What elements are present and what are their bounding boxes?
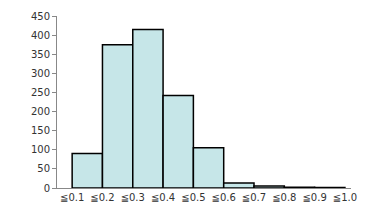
- svg-text:300: 300: [31, 68, 50, 79]
- svg-text:200: 200: [31, 106, 50, 117]
- svg-text:250: 250: [31, 87, 50, 98]
- svg-text:400: 400: [31, 30, 50, 41]
- svg-text:≦0.2: ≦0.2: [90, 192, 114, 203]
- svg-text:≦1.0: ≦1.0: [333, 192, 357, 203]
- svg-text:≦0.5: ≦0.5: [181, 192, 205, 203]
- svg-text:≦0.4: ≦0.4: [151, 192, 175, 203]
- svg-text:0: 0: [44, 183, 50, 194]
- svg-text:450: 450: [31, 11, 50, 22]
- svg-text:350: 350: [31, 49, 50, 60]
- svg-text:100: 100: [31, 144, 50, 155]
- svg-text:≦0.8: ≦0.8: [272, 192, 296, 203]
- svg-text:≦0.1: ≦0.1: [60, 192, 84, 203]
- svg-text:≦0.9: ≦0.9: [302, 192, 326, 203]
- svg-text:≦0.3: ≦0.3: [121, 192, 145, 203]
- svg-text:150: 150: [31, 125, 50, 136]
- svg-text:50: 50: [37, 163, 50, 174]
- svg-text:≦0.7: ≦0.7: [242, 192, 266, 203]
- svg-text:≦0.6: ≦0.6: [212, 192, 236, 203]
